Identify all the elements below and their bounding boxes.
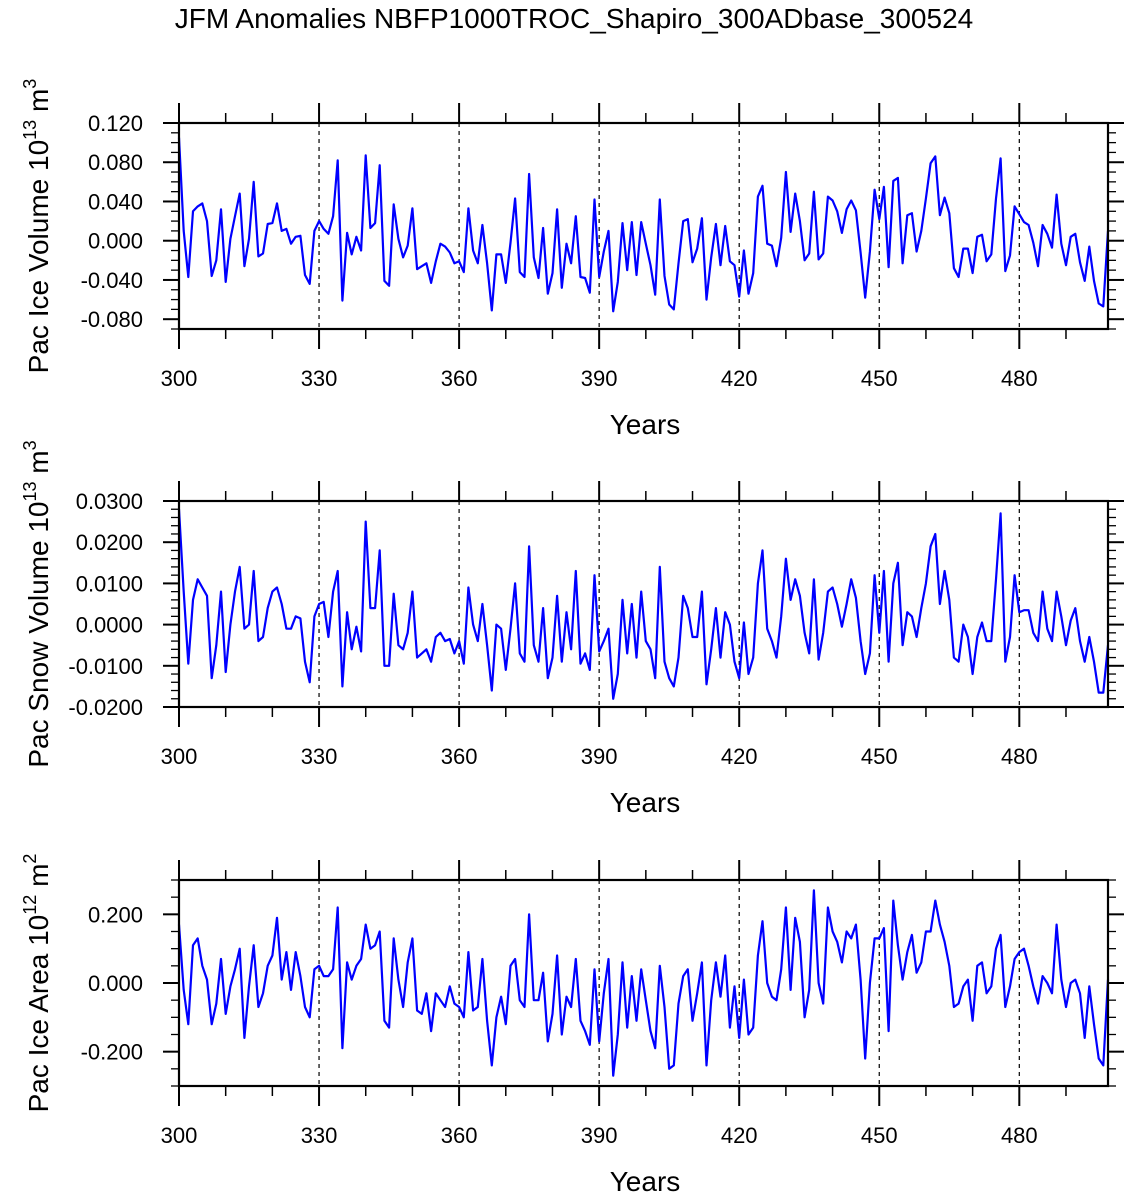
x-axis-label: Years xyxy=(610,409,681,440)
y-axis-label-unit-exp: 2 xyxy=(20,854,40,864)
x-tick-label: 390 xyxy=(581,366,618,391)
x-axis-label: Years xyxy=(610,787,681,818)
y-axis-label-text: Pac Snow Volume 10 xyxy=(23,501,54,767)
panel-1: 0.120 0.080 0.040 0.000 -0.040 -0.080 300 330 36… xyxy=(20,79,1124,440)
y-axis-label-exp: 13 xyxy=(20,481,40,501)
y-tick-label: 0.000 xyxy=(88,229,143,254)
y-axis-label: Pac Snow Volume 1013 m3 xyxy=(20,440,54,767)
x-tick-label: 300 xyxy=(161,366,198,391)
y-axis-label-unit: m xyxy=(23,864,54,895)
panel-2: 0.0300 0.0200 0.0100 0.0000 -0.0100 -0.0200 30… xyxy=(20,440,1124,818)
y-tick-label: -0.200 xyxy=(81,1040,143,1065)
plot-frame xyxy=(177,499,1110,709)
y-axis-label-unit: m xyxy=(23,450,54,481)
plot-frame xyxy=(177,121,1110,331)
x-tick-label: 480 xyxy=(1001,366,1038,391)
y-tick-label: -0.080 xyxy=(81,307,143,332)
x-tick-label: 420 xyxy=(721,744,758,769)
x-tick-label: 420 xyxy=(721,1123,758,1148)
x-tick-label: 330 xyxy=(301,366,338,391)
y-tick-label: 0.0200 xyxy=(76,530,143,555)
y-axis-label-exp: 13 xyxy=(20,120,40,140)
y-tick-label: 0.080 xyxy=(88,150,143,175)
y-tick-label: -0.0100 xyxy=(68,654,143,679)
y-tick-label: 0.120 xyxy=(88,111,143,136)
y-axis-label: Pac Ice Area 1012 m2 xyxy=(20,854,54,1113)
x-tick-label: 480 xyxy=(1001,1123,1038,1148)
y-tick-label: -0.040 xyxy=(81,268,143,293)
y-tick-label: 0.0300 xyxy=(76,489,143,514)
x-tick-label: 450 xyxy=(861,744,898,769)
panel-3: 0.200 0.000 -0.200 300 330 360 390 420 450 480 Yea… xyxy=(20,854,1124,1196)
x-tick-label: 390 xyxy=(581,1123,618,1148)
x-axis-label: Years xyxy=(610,1166,681,1196)
y-tick-label: 0.000 xyxy=(88,971,143,996)
x-tick-label: 300 xyxy=(161,744,198,769)
y-tick-label: 0.040 xyxy=(88,189,143,214)
x-tick-label: 330 xyxy=(301,1123,338,1148)
x-tick-label: 480 xyxy=(1001,744,1038,769)
x-tick-label: 450 xyxy=(861,366,898,391)
data-series-line xyxy=(177,137,1110,313)
y-axis-label-text: Pac Ice Volume 10 xyxy=(23,140,54,373)
data-series-line xyxy=(177,889,1110,1077)
y-axis-label-unit-exp: 3 xyxy=(20,79,40,89)
y-tick-label: 0.0000 xyxy=(76,613,143,638)
data-series-line xyxy=(177,509,1110,700)
y-axis-label-exp: 12 xyxy=(20,895,40,915)
x-tick-label: 300 xyxy=(161,1123,198,1148)
x-tick-label: 330 xyxy=(301,744,338,769)
x-tick-label: 420 xyxy=(721,366,758,391)
x-tick-label: 360 xyxy=(441,1123,478,1148)
y-tick-label: -0.0200 xyxy=(68,695,143,720)
plot-frame xyxy=(177,878,1110,1088)
y-tick-label: 0.0100 xyxy=(76,571,143,596)
y-axis-label-unit: m xyxy=(23,89,54,120)
x-tick-label: 390 xyxy=(581,744,618,769)
x-tick-label: 450 xyxy=(861,1123,898,1148)
x-tick-label: 360 xyxy=(441,366,478,391)
y-axis-label-text: Pac Ice Area 10 xyxy=(23,915,54,1113)
y-tick-label: 0.200 xyxy=(88,902,143,927)
chart-title: JFM Anomalies NBFP1000TROC_Shapiro_300AD… xyxy=(175,3,973,34)
y-axis-label: Pac Ice Volume 1013 m3 xyxy=(20,79,54,374)
x-tick-label: 360 xyxy=(441,744,478,769)
y-axis-label-unit-exp: 3 xyxy=(20,440,40,450)
